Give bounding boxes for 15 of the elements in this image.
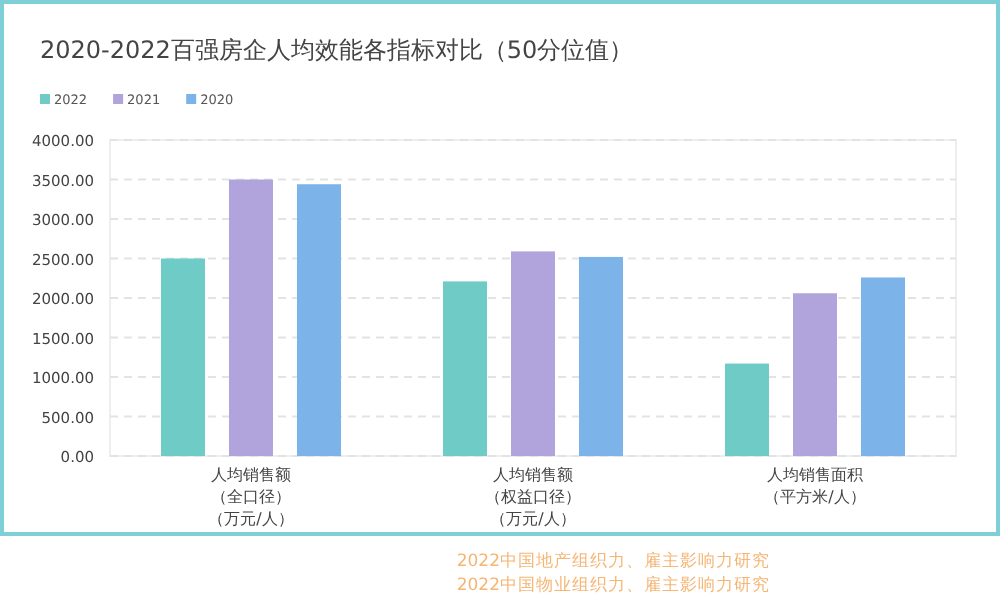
bar xyxy=(511,251,555,456)
x-tick-label: 人均销售额（全口径）（万元/人） xyxy=(208,466,294,528)
bar xyxy=(861,277,905,456)
x-tick-label: 人均销售额（权益口径）（万元/人） xyxy=(485,466,581,528)
bar xyxy=(443,281,487,456)
bar xyxy=(579,256,623,456)
bar xyxy=(229,179,273,456)
x-tick-label: 人均销售面积（平方米/人） xyxy=(764,466,866,506)
bar xyxy=(725,363,769,456)
text: 2022中国物业组织力、雇主影响力研究 xyxy=(456,574,770,596)
text: 2022中国地产组织力、雇主影响力研究 xyxy=(456,550,770,572)
bar xyxy=(161,258,205,456)
bar xyxy=(793,293,837,456)
bar xyxy=(297,184,341,456)
chart-title: 2020-2022百强房企人均效能各指标对比（50分位值） xyxy=(40,36,634,64)
